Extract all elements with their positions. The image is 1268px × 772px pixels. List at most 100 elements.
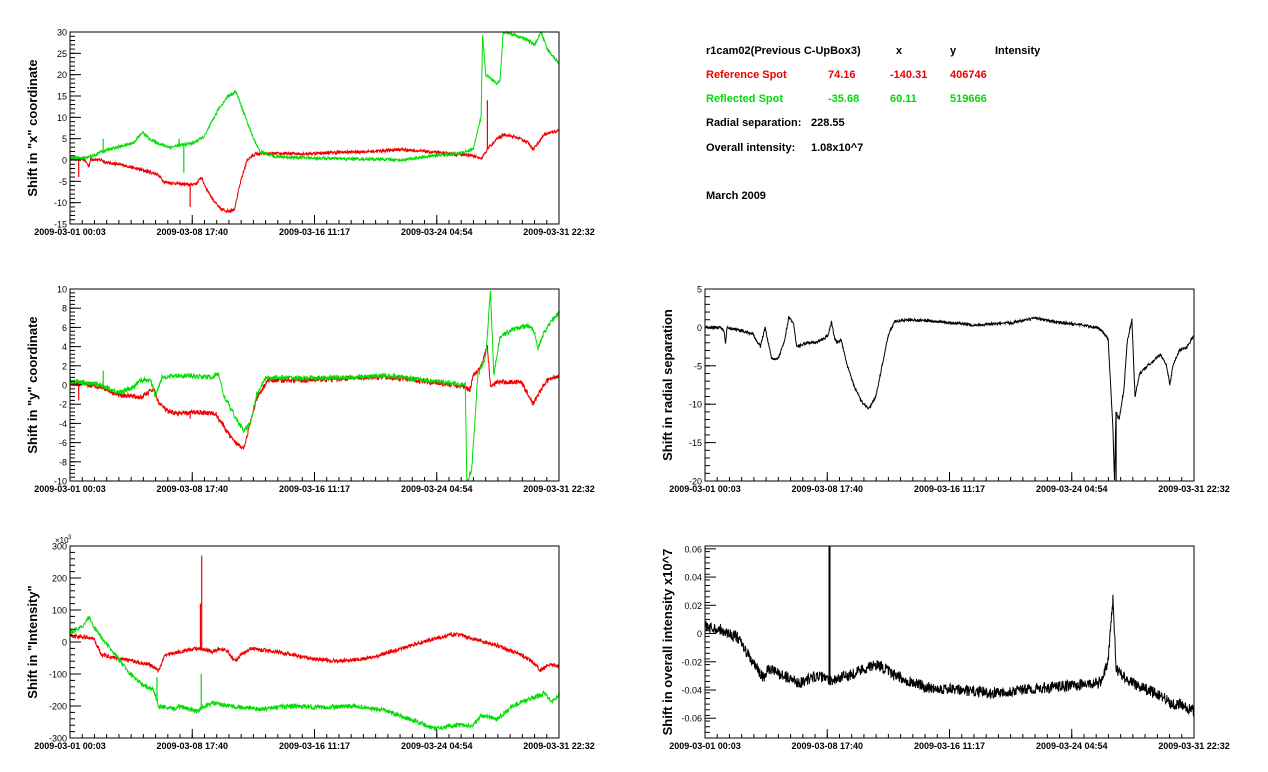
intensity-shift-x-tick-label-2: 2009-03-16 11:17	[279, 741, 350, 751]
x-shift-y-tick-label-5: 10	[57, 113, 67, 123]
overall-intensity-shift-y-tick-label-2: -0.02	[681, 657, 702, 667]
x-shift-y-tick-label-1: -10	[54, 198, 67, 208]
overall-intensity-shift-x-tick-label-1: 2009-03-08 17:40	[791, 741, 863, 751]
x-shift-y-tick-label-7: 20	[57, 70, 67, 80]
reference-spot-x: 74.16	[828, 69, 856, 81]
info-title: r1cam02(Previous C-UpBox3)	[706, 45, 861, 57]
x-shift-x-tick-label-1: 2009-03-08 17:40	[156, 227, 228, 237]
y-shift-y-tick-label-2: -6	[59, 438, 67, 448]
radial-shift-series-0-line	[704, 315, 1195, 481]
x-shift-y-tick-label-2: -5	[59, 177, 67, 187]
radial-shift-x-tick-label-4: 2009-03-31 22:32	[1158, 484, 1230, 494]
overall-intensity-shift-x-tick-label-3: 2009-03-24 04:54	[1036, 741, 1108, 751]
x-shift-y-tick-label-6: 15	[57, 92, 67, 102]
intensity-shift-multiplier-exp: 3	[68, 535, 72, 541]
intensity-shift-series-0-line	[69, 631, 560, 674]
y-shift-y-tick-label-9: 8	[62, 304, 67, 314]
intensity-shift-y-tick-label-1: -200	[49, 702, 67, 712]
x-shift-y-tick-label-8: 25	[57, 49, 67, 59]
intensity-shift-y-tick-label-6: 300	[52, 542, 67, 552]
overall-intensity-shift-y-tick-label-4: 0.02	[684, 601, 702, 611]
x-shift-y-axis-label: Shift in "x" coordinate	[25, 59, 40, 196]
intensity-shift-y-axis-label: Shift in "Intensity"	[25, 585, 40, 698]
intensity-shift-series-1-line	[69, 615, 560, 732]
y-shift-y-tick-label-3: -4	[59, 419, 67, 429]
overall-intensity-shift-y-tick-label-6: 0.06	[684, 544, 702, 554]
radial-shift-x-tick-label-3: 2009-03-24 04:54	[1036, 484, 1108, 494]
radial-shift-x-tick-label-1: 2009-03-08 17:40	[791, 484, 863, 494]
overall-intensity-shift-x-tick-label-2: 2009-03-16 11:17	[914, 741, 985, 751]
y-shift-y-tick-label-7: 4	[62, 342, 67, 352]
radial-shift-y-tick-label-4: 0	[697, 323, 702, 333]
intensity-shift-y-tick-label-4: 100	[52, 606, 67, 616]
overall-intensity-shift-y-tick-label-5: 0.04	[684, 573, 702, 583]
info-col-x-header: x	[896, 45, 903, 57]
intensity-shift-x-tick-label-3: 2009-03-24 04:54	[401, 741, 473, 751]
reference-spot-intensity: 406746	[950, 69, 987, 81]
y-shift-y-axis-label: Shift in "y" coordinate	[25, 316, 40, 453]
x-shift-series-0-line	[69, 128, 560, 214]
radial-shift-y-axis-label: Shift in radial separation	[660, 309, 675, 461]
y-shift-x-tick-label-4: 2009-03-31 22:32	[523, 484, 595, 494]
overall-intensity-value: 1.08x10^7	[811, 142, 864, 154]
intensity-shift-x-tick-label-0: 2009-03-01 00:03	[34, 741, 106, 751]
intensity-shift-y-tick-label-2: -100	[49, 670, 67, 680]
y-shift-x-tick-label-2: 2009-03-16 11:17	[279, 484, 350, 494]
radial-shift-y-tick-label-5: 5	[697, 285, 702, 295]
overall-intensity-shift-series-0-line	[704, 594, 1195, 717]
y-shift-x-tick-label-1: 2009-03-08 17:40	[156, 484, 228, 494]
overall-intensity-shift-plot-frame	[704, 545, 1195, 739]
x-shift-y-tick-label-0: -15	[54, 220, 67, 230]
x-shift-x-tick-label-4: 2009-03-31 22:32	[523, 227, 595, 237]
intensity-shift-x-tick-label-1: 2009-03-08 17:40	[156, 741, 228, 751]
y-shift-x-tick-label-3: 2009-03-24 04:54	[401, 484, 473, 494]
radial-separation-value: 228.55	[811, 117, 845, 129]
radial-shift-y-tick-label-1: -15	[689, 438, 702, 448]
radial-shift-y-tick-label-0: -20	[689, 477, 702, 487]
y-shift-series-1-line	[69, 290, 560, 482]
y-shift-y-tick-label-0: -10	[54, 477, 67, 487]
x-shift-y-tick-label-3: 0	[62, 156, 67, 166]
intensity-shift-y-tick-label-5: 200	[52, 574, 67, 584]
period-label: March 2009	[706, 190, 766, 202]
overall-intensity-shift-y-axis-label: Shift in overall intensity x10^7	[660, 549, 675, 736]
y-shift-series-0-line	[69, 344, 560, 450]
intensity-shift-multiplier: ×10	[55, 536, 69, 545]
y-shift-y-tick-label-6: 2	[62, 361, 67, 371]
overall-intensity-shift-y-tick-label-0: -0.06	[681, 714, 702, 724]
radial-separation-label: Radial separation:	[706, 117, 802, 129]
y-shift-y-tick-label-10: 10	[57, 285, 67, 295]
reflected-spot-intensity: 519666	[950, 93, 987, 105]
info-col-y-header: y	[950, 45, 957, 57]
y-shift-y-tick-label-5: 0	[62, 381, 67, 391]
y-shift-plot-frame	[69, 288, 560, 482]
x-shift-x-tick-label-2: 2009-03-16 11:17	[279, 227, 350, 237]
y-shift-y-tick-label-4: -2	[59, 400, 67, 410]
reference-spot-y: -140.31	[890, 69, 928, 81]
radial-shift-plot-frame	[704, 288, 1195, 482]
x-shift-y-tick-label-4: 5	[62, 134, 67, 144]
intensity-shift-y-tick-label-3: 0	[62, 638, 67, 648]
reference-spot-label: Reference Spot	[706, 69, 787, 81]
x-shift-x-tick-label-0: 2009-03-01 00:03	[34, 227, 106, 237]
radial-shift-y-tick-label-2: -10	[689, 400, 702, 410]
info-col-intensity-header: Intensity	[995, 45, 1041, 57]
overall-intensity-shift-x-tick-label-4: 2009-03-31 22:32	[1158, 741, 1230, 751]
reflected-spot-x: -35.68	[828, 93, 860, 105]
x-shift-series-1-line	[69, 30, 560, 163]
x-shift-plot-frame	[69, 31, 560, 225]
reflected-spot-label: Reflected Spot	[706, 93, 784, 105]
overall-intensity-shift-y-tick-label-1: -0.04	[681, 686, 702, 696]
intensity-shift-y-tick-label-0: -300	[49, 734, 67, 744]
radial-shift-y-tick-label-3: -5	[694, 361, 702, 371]
x-shift-y-tick-label-9: 30	[57, 28, 67, 38]
y-shift-x-tick-label-0: 2009-03-01 00:03	[34, 484, 106, 494]
overall-intensity-shift-x-tick-label-0: 2009-03-01 00:03	[669, 741, 741, 751]
y-shift-y-tick-label-1: -8	[59, 457, 67, 467]
x-shift-x-tick-label-3: 2009-03-24 04:54	[401, 227, 473, 237]
y-shift-y-tick-label-8: 6	[62, 323, 67, 333]
radial-shift-x-tick-label-0: 2009-03-01 00:03	[669, 484, 741, 494]
radial-shift-x-tick-label-2: 2009-03-16 11:17	[914, 484, 985, 494]
intensity-shift-x-tick-label-4: 2009-03-31 22:32	[523, 741, 595, 751]
